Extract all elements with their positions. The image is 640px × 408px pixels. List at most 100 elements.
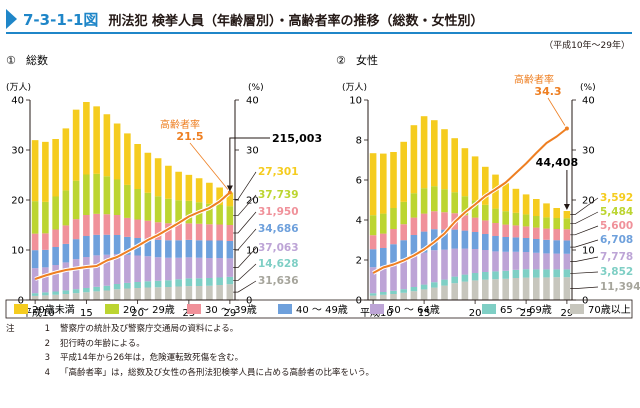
bar-segment xyxy=(461,215,469,231)
bar-segment xyxy=(553,253,560,270)
bar-segment xyxy=(400,289,407,293)
bar-segment xyxy=(451,192,458,214)
right-tick-label: 40 xyxy=(582,96,595,107)
bar-segment xyxy=(543,239,550,254)
segment-leader xyxy=(570,225,599,236)
bar-segment xyxy=(543,203,550,218)
bar-segment xyxy=(471,249,479,273)
bar-segment xyxy=(195,278,203,286)
segment-end-label: 37,063 xyxy=(258,242,299,254)
bar-segment xyxy=(31,268,39,294)
segment-leader xyxy=(233,228,257,251)
bar-segment xyxy=(134,255,141,282)
bar-segment xyxy=(206,278,213,286)
bar-segment xyxy=(185,278,193,287)
bar-segment xyxy=(206,285,213,300)
legend-label: 65 ～ 69歳 xyxy=(500,304,552,316)
total-leader xyxy=(229,137,270,191)
legend-swatch xyxy=(370,304,384,314)
rate-line-end-point xyxy=(227,190,232,195)
bar-segment xyxy=(226,284,234,300)
bar-segment xyxy=(206,203,213,225)
bar-segment xyxy=(83,236,90,257)
right-tick-label: 10 xyxy=(582,246,595,257)
segment-leader xyxy=(570,286,599,289)
bar-segment xyxy=(512,188,520,213)
bar-segment xyxy=(72,293,80,300)
bar-segment xyxy=(380,153,387,214)
bar-segment xyxy=(482,250,489,272)
right-tick-label: 10 xyxy=(246,246,259,257)
segment-end-label: 31,636 xyxy=(258,275,299,287)
bar-segment xyxy=(83,257,90,288)
segment-leader xyxy=(570,197,599,215)
segment-leader xyxy=(233,171,257,200)
note-text: 犯行時の年齢による。 xyxy=(60,338,145,349)
bar-segment xyxy=(124,236,131,255)
bar-segment xyxy=(83,288,90,293)
bar-segment xyxy=(93,106,100,174)
bar-segment xyxy=(216,258,223,278)
left-tick-label: 2 xyxy=(356,256,362,267)
bar-segment xyxy=(369,235,377,250)
panel-title: 総数 xyxy=(26,53,48,67)
bar-segment xyxy=(390,229,397,245)
bar-segment xyxy=(62,294,70,300)
legend-swatch xyxy=(570,304,584,314)
bar-segment xyxy=(175,257,182,280)
bar-segment xyxy=(482,279,489,300)
rate-label: 高齢者率 xyxy=(160,118,200,131)
legend-swatch xyxy=(482,304,496,314)
legend-swatch xyxy=(14,304,28,314)
bar-segment xyxy=(185,257,193,279)
right-tick-label: 30 xyxy=(582,146,595,157)
bar-segment xyxy=(400,240,407,260)
bar-segment xyxy=(553,229,560,241)
note-number: 2 xyxy=(44,338,50,349)
bar-segment xyxy=(451,229,458,249)
bar-segment xyxy=(502,237,509,252)
left-tick-label: 4 xyxy=(356,216,362,227)
note-row: 注 1 警察庁の統計及び警察庁交通局の資料による。 xyxy=(6,322,374,337)
note-head: 注 xyxy=(6,324,15,334)
bar-segment xyxy=(113,289,121,300)
right-tick-label: 0 xyxy=(582,296,588,307)
x-tick-label: 20 xyxy=(131,308,144,319)
bar-segment xyxy=(93,255,100,287)
bar-segment xyxy=(144,238,152,257)
bar-segment xyxy=(543,228,550,240)
bar-segment xyxy=(492,223,499,236)
bar-segment xyxy=(563,253,571,270)
bar-segment xyxy=(512,225,520,238)
left-tick-label: 8 xyxy=(356,136,362,147)
bar-segment xyxy=(471,217,479,232)
note-head xyxy=(6,337,32,352)
period-label: （平成10年～29年） xyxy=(544,41,630,51)
rate-leader xyxy=(189,142,229,190)
bar-segment xyxy=(185,200,193,224)
bar-segment xyxy=(492,271,499,280)
bar-segment xyxy=(471,200,479,218)
bar-segment xyxy=(512,269,520,278)
bar-segment xyxy=(113,284,121,290)
bar-segment xyxy=(165,280,172,287)
bar-segment xyxy=(206,258,213,278)
x-tick-label: 29 xyxy=(561,308,574,319)
bar-segment xyxy=(451,138,458,193)
bar-segment xyxy=(113,254,121,284)
bar-segment xyxy=(390,152,397,208)
bar-segment xyxy=(482,166,489,205)
left-axis-unit: (万人) xyxy=(342,82,367,93)
segment-leader xyxy=(233,280,257,293)
total-arrow-icon xyxy=(563,204,570,210)
bar-segment xyxy=(124,133,131,185)
bar-segment xyxy=(543,277,550,300)
bar-segment xyxy=(206,224,213,241)
bar-segment xyxy=(461,196,469,216)
bar-segment xyxy=(113,215,121,235)
legend-label: 30 ～ 39歳 xyxy=(205,304,257,316)
bar-segment xyxy=(492,279,499,300)
bar-segment xyxy=(482,234,489,250)
bar-segment xyxy=(410,291,418,300)
